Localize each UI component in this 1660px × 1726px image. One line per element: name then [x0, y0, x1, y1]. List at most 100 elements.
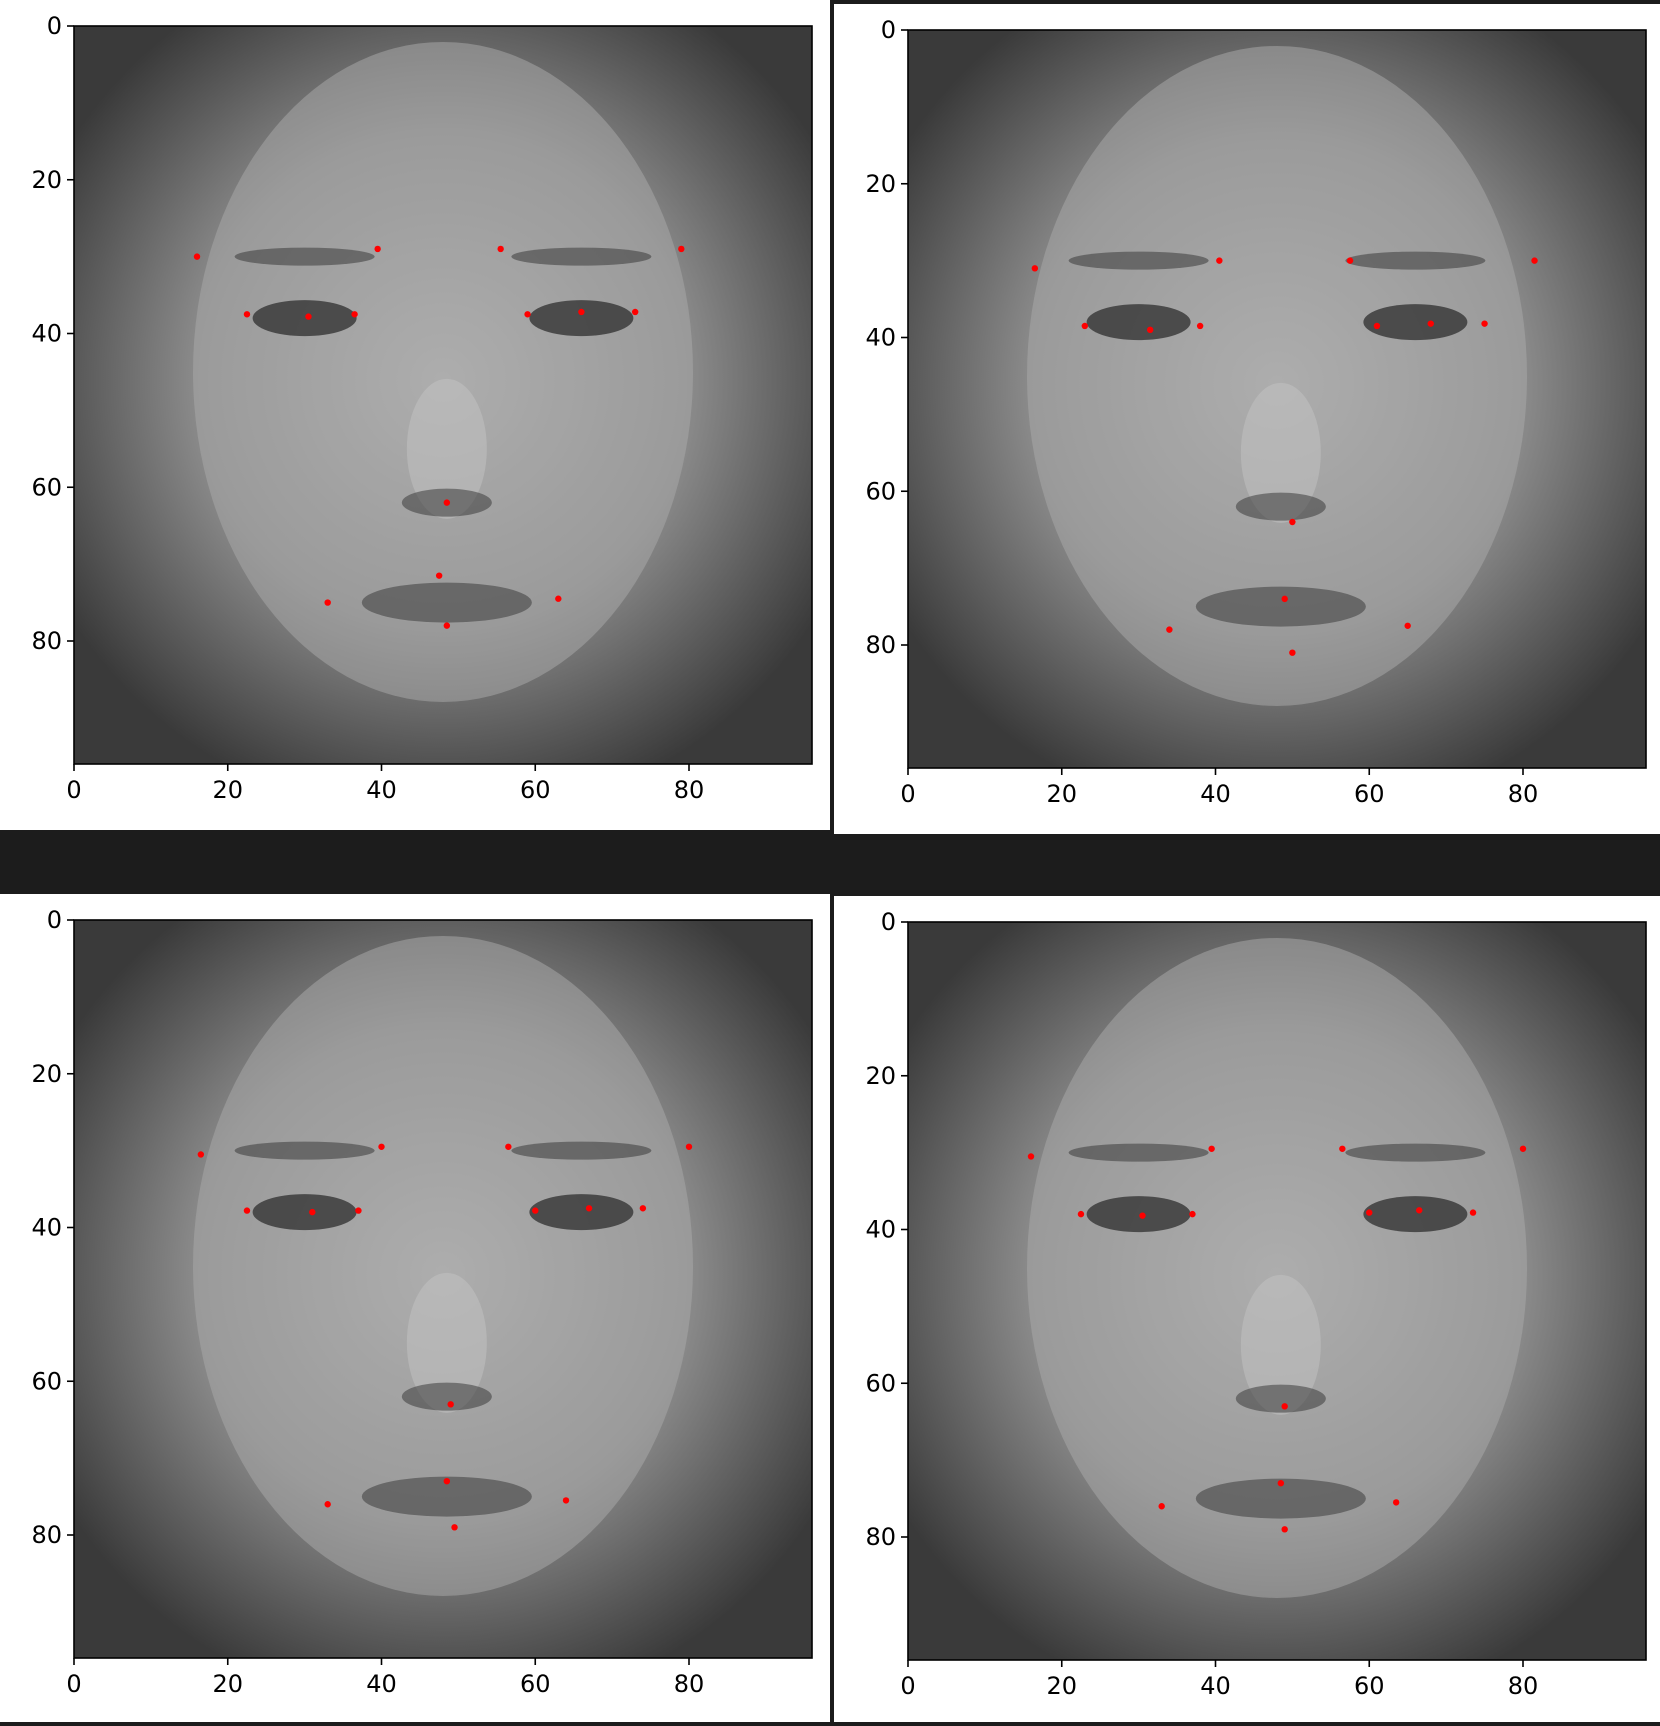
- x-tick-label: 20: [212, 776, 243, 804]
- y-tick-label: 0: [881, 16, 896, 44]
- y-tick-label: 0: [47, 12, 62, 40]
- x-tick-label: 60: [520, 1670, 551, 1698]
- keypoint-marker: [1189, 1210, 1196, 1218]
- keypoint-marker: [678, 245, 685, 253]
- x-tick-label: 80: [674, 776, 705, 804]
- keypoint-marker: [355, 1207, 362, 1214]
- x-tick-label: 40: [1200, 780, 1231, 808]
- keypoint-marker: [1281, 1403, 1288, 1410]
- bottom-edge: [0, 1722, 1660, 1726]
- y-tick-label: 40: [865, 324, 896, 352]
- x-tick-label: 80: [674, 1670, 705, 1698]
- keypoint-marker: [1366, 1209, 1373, 1216]
- axes-frame: [73, 25, 813, 765]
- y-tick-label: 20: [865, 1062, 896, 1090]
- y-tick-label: 40: [865, 1216, 896, 1244]
- keypoint-marker: [324, 599, 331, 606]
- keypoint-marker: [374, 245, 381, 253]
- x-tick-label: 60: [1354, 780, 1385, 808]
- x-tick-label: 20: [212, 1670, 243, 1698]
- x-tick-label: 20: [1046, 780, 1077, 808]
- x-tick-label: 40: [1200, 1672, 1231, 1700]
- keypoint-marker: [1519, 1145, 1527, 1152]
- x-tick-label: 80: [1508, 780, 1539, 808]
- axes-frame: [73, 919, 813, 1659]
- keypoint-marker: [1339, 1145, 1346, 1152]
- axes-frame: [907, 29, 1647, 769]
- face-plot-top-left: 0 20 40 60 80 0 20 40 60 80: [0, 0, 830, 830]
- keypoint-marker: [555, 595, 562, 602]
- keypoint-marker: [1531, 257, 1538, 264]
- x-tick-label: 80: [1508, 1672, 1539, 1700]
- chart-svg: 0 20 40 60 80 0 20 40 60 80: [31, 12, 813, 804]
- keypoint-marker: [324, 1501, 331, 1508]
- axes-frame: [907, 921, 1647, 1661]
- keypoint-marker: [1166, 626, 1173, 633]
- keypoint-marker: [351, 311, 358, 318]
- keypoint-marker: [524, 311, 531, 318]
- y-tick-label: 60: [31, 473, 62, 501]
- x-tick-label: 0: [66, 1670, 81, 1698]
- keypoint-marker: [443, 499, 451, 506]
- keypoint-marker: [1346, 257, 1354, 264]
- x-tick-label: 40: [366, 1670, 397, 1698]
- keypoint-marker: [1216, 257, 1223, 264]
- y-tick-label: 80: [865, 1523, 896, 1551]
- keypoint-marker: [305, 313, 312, 320]
- keypoint-marker: [1416, 1207, 1423, 1214]
- y-tick-label: 60: [865, 1369, 896, 1397]
- keypoint-marker: [197, 1151, 205, 1158]
- keypoint-marker: [1281, 1526, 1288, 1533]
- y-tick-label: 40: [31, 1214, 62, 1242]
- y-tick-label: 80: [31, 1521, 62, 1549]
- y-tick-label: 80: [865, 631, 896, 659]
- face-image: [74, 920, 812, 1658]
- keypoint-marker: [532, 1207, 539, 1214]
- x-tick-label: 0: [66, 776, 81, 804]
- keypoint-marker: [443, 622, 451, 629]
- keypoint-marker: [1146, 326, 1154, 334]
- keypoint-marker: [685, 1143, 693, 1150]
- x-tick-label: 20: [1046, 1672, 1077, 1700]
- x-tick-label: 40: [366, 776, 397, 804]
- keypoint-marker: [631, 308, 639, 316]
- y-tick-label: 80: [31, 627, 62, 655]
- keypoint-marker: [1481, 320, 1488, 327]
- keypoint-marker: [562, 1497, 570, 1504]
- keypoint-marker: [309, 1208, 316, 1216]
- face-plot-bottom-right: 0 20 40 60 80 0 20 40 60 80: [834, 896, 1660, 1726]
- face-plot-bottom-left: 0 20 40 60 80 0 20 40 60 80: [0, 894, 830, 1724]
- keypoint-marker: [1281, 595, 1288, 603]
- keypoint-marker: [1469, 1209, 1477, 1216]
- face-image: [908, 30, 1646, 768]
- keypoint-marker: [1031, 265, 1039, 272]
- keypoint-marker: [1277, 1479, 1285, 1487]
- face-image: [908, 922, 1646, 1660]
- keypoint-marker: [1392, 1499, 1400, 1506]
- keypoint-marker: [1139, 1212, 1146, 1219]
- y-tick-label: 40: [31, 320, 62, 348]
- y-tick-label: 20: [31, 166, 62, 194]
- y-tick-label: 20: [865, 170, 896, 198]
- x-tick-label: 0: [900, 1672, 915, 1700]
- separator-band: [0, 834, 1660, 894]
- keypoint-marker: [1289, 518, 1296, 526]
- keypoint-marker: [447, 1401, 454, 1408]
- keypoint-marker: [1373, 322, 1381, 330]
- keypoint-marker: [243, 1207, 251, 1214]
- keypoint-marker: [505, 1143, 512, 1150]
- keypoint-marker: [1289, 649, 1296, 656]
- keypoint-marker: [1077, 1210, 1085, 1218]
- keypoint-marker: [497, 245, 504, 253]
- x-tick-label: 60: [520, 776, 551, 804]
- keypoint-marker: [1208, 1145, 1215, 1152]
- keypoint-marker: [193, 253, 201, 260]
- keypoint-marker: [1158, 1503, 1165, 1510]
- keypoint-marker: [585, 1205, 593, 1212]
- keypoint-marker: [1404, 622, 1411, 629]
- chart-svg: 0 20 40 60 80 0 20 40 60 80: [31, 906, 813, 1698]
- keypoint-marker: [1196, 322, 1204, 330]
- x-tick-label: 0: [900, 780, 915, 808]
- y-tick-label: 0: [881, 908, 896, 936]
- keypoint-marker: [243, 311, 251, 318]
